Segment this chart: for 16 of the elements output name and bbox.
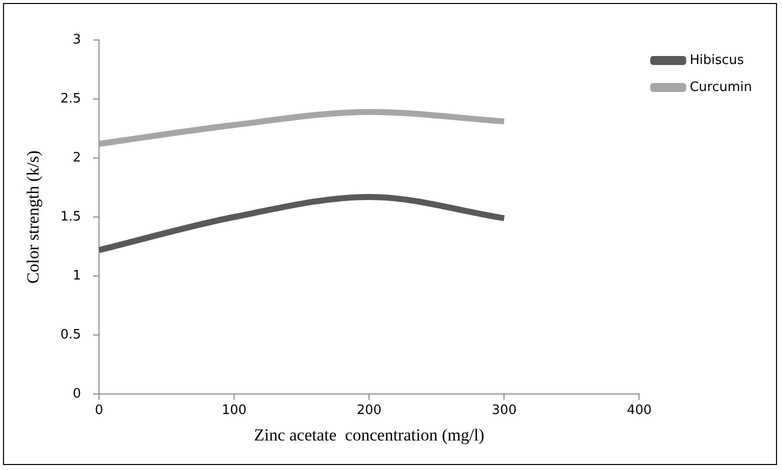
y-tick-label: 2 xyxy=(72,150,82,166)
x-tick-label: 300 xyxy=(492,403,517,418)
y-axis-title: Color strength (k/s) xyxy=(24,150,43,284)
x-tick-label: 100 xyxy=(222,403,247,418)
legend-label: Curcumin xyxy=(690,80,752,95)
legend-label: Hibiscus xyxy=(690,52,744,68)
y-tick-label: 1 xyxy=(72,268,82,284)
x-tick-label: 200 xyxy=(356,403,382,418)
y-tick-label: 0 xyxy=(72,386,82,402)
x-axis-title: Zinc acetate concentration (mg/l) xyxy=(254,425,484,444)
x-tick-label: 0 xyxy=(94,403,104,418)
x-tick-label: 400 xyxy=(626,403,652,418)
y-tick-label: 0.5 xyxy=(60,327,82,342)
y-tick-label: 1.5 xyxy=(60,209,82,224)
y-tick-label: 3 xyxy=(72,32,82,48)
y-tick-label: 2.5 xyxy=(60,91,82,106)
